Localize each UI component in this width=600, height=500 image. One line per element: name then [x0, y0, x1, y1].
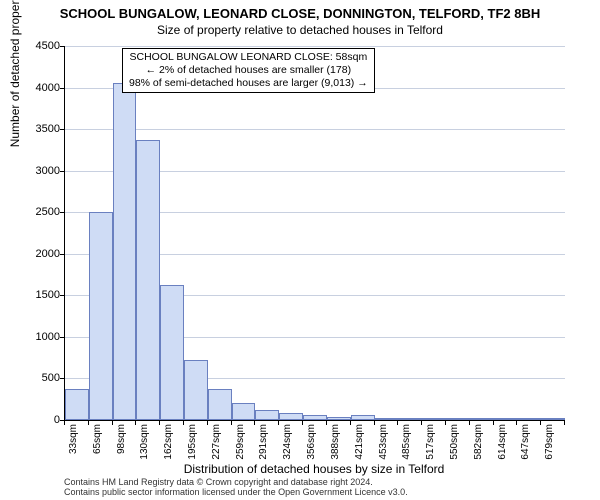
chart-container: SCHOOL BUNGALOW, LEONARD CLOSE, DONNINGT…: [0, 0, 600, 500]
xtick-mark: [88, 420, 89, 425]
histogram-bar: [375, 418, 399, 420]
histogram-bar: [184, 360, 208, 420]
xtick-label: 647sqm: [520, 424, 531, 466]
xtick-label: 421sqm: [354, 424, 365, 466]
ytick-mark: [60, 171, 65, 172]
xtick-mark: [374, 420, 375, 425]
histogram-bar: [113, 83, 137, 420]
ytick-mark: [60, 46, 65, 47]
footer-text: Contains HM Land Registry data © Crown c…: [64, 478, 408, 498]
histogram-bar: [232, 403, 256, 420]
xtick-label: 227sqm: [211, 424, 222, 466]
xtick-label: 356sqm: [306, 424, 317, 466]
histogram-bar: [494, 418, 518, 420]
ytick-mark: [60, 254, 65, 255]
ytick-label: 500: [24, 372, 60, 384]
xtick-label: 485sqm: [401, 424, 412, 466]
xtick-mark: [516, 420, 517, 425]
xtick-label: 291sqm: [258, 424, 269, 466]
legend-box: SCHOOL BUNGALOW LEONARD CLOSE: 58sqm ← 2…: [122, 48, 375, 93]
histogram-bar: [422, 418, 446, 420]
gridline: [65, 129, 565, 130]
ytick-label: 4000: [24, 82, 60, 94]
xtick-label: 550sqm: [449, 424, 460, 466]
xtick-mark: [254, 420, 255, 425]
ytick-label: 3500: [24, 123, 60, 135]
ytick-mark: [60, 295, 65, 296]
xtick-mark: [493, 420, 494, 425]
xtick-label: 614sqm: [497, 424, 508, 466]
ytick-mark: [60, 212, 65, 213]
histogram-bar: [517, 418, 541, 420]
xtick-mark: [469, 420, 470, 425]
xtick-mark: [350, 420, 351, 425]
chart-subtitle: Size of property relative to detached ho…: [0, 21, 600, 37]
ytick-label: 1000: [24, 331, 60, 343]
xtick-mark: [302, 420, 303, 425]
xtick-mark: [112, 420, 113, 425]
chart-title: SCHOOL BUNGALOW, LEONARD CLOSE, DONNINGT…: [0, 0, 600, 21]
histogram-bar: [208, 389, 232, 420]
histogram-bar: [136, 140, 160, 420]
legend-line-3: 98% of semi-detached houses are larger (…: [129, 77, 368, 90]
xtick-label: 162sqm: [163, 424, 174, 466]
xtick-label: 98sqm: [116, 424, 127, 466]
histogram-bar: [541, 418, 565, 420]
ytick-label: 4500: [24, 40, 60, 52]
xtick-mark: [421, 420, 422, 425]
ytick-mark: [60, 378, 65, 379]
histogram-bar: [89, 212, 113, 420]
xtick-label: 195sqm: [187, 424, 198, 466]
plot-area: [64, 46, 565, 421]
xtick-mark: [135, 420, 136, 425]
ytick-label: 3000: [24, 165, 60, 177]
gridline: [65, 46, 565, 47]
xtick-label: 65sqm: [92, 424, 103, 466]
ytick-label: 2500: [24, 206, 60, 218]
histogram-bar: [160, 285, 184, 420]
xtick-label: 453sqm: [378, 424, 389, 466]
footer-line-2: Contains public sector information licen…: [64, 488, 408, 498]
xtick-label: 679sqm: [544, 424, 555, 466]
xtick-mark: [183, 420, 184, 425]
ytick-mark: [60, 337, 65, 338]
xtick-mark: [397, 420, 398, 425]
xtick-label: 130sqm: [139, 424, 150, 466]
xtick-label: 517sqm: [425, 424, 436, 466]
xtick-mark: [64, 420, 65, 425]
histogram-bar: [65, 389, 89, 420]
xtick-mark: [207, 420, 208, 425]
x-axis-label: Distribution of detached houses by size …: [64, 462, 564, 476]
xtick-label: 388sqm: [330, 424, 341, 466]
histogram-bar: [351, 415, 375, 420]
histogram-bar: [327, 417, 351, 420]
y-axis-label: Number of detached properties: [8, 0, 22, 147]
xtick-mark: [326, 420, 327, 425]
xtick-mark: [540, 420, 541, 425]
legend-line-2: ← 2% of detached houses are smaller (178…: [129, 64, 368, 77]
ytick-mark: [60, 129, 65, 130]
histogram-bar: [255, 410, 279, 420]
xtick-mark: [231, 420, 232, 425]
ytick-label: 2000: [24, 248, 60, 260]
histogram-bar: [470, 418, 494, 420]
xtick-mark: [445, 420, 446, 425]
xtick-label: 33sqm: [68, 424, 79, 466]
ytick-label: 1500: [24, 289, 60, 301]
histogram-bar: [398, 418, 422, 420]
xtick-mark: [159, 420, 160, 425]
ytick-mark: [60, 88, 65, 89]
xtick-mark: [278, 420, 279, 425]
xtick-label: 259sqm: [235, 424, 246, 466]
ytick-label: 0: [24, 414, 60, 426]
histogram-bar: [446, 418, 470, 420]
xtick-label: 582sqm: [473, 424, 484, 466]
histogram-bar: [303, 415, 327, 420]
xtick-label: 324sqm: [282, 424, 293, 466]
histogram-bar: [279, 413, 303, 420]
legend-line-1: SCHOOL BUNGALOW LEONARD CLOSE: 58sqm: [129, 51, 368, 64]
